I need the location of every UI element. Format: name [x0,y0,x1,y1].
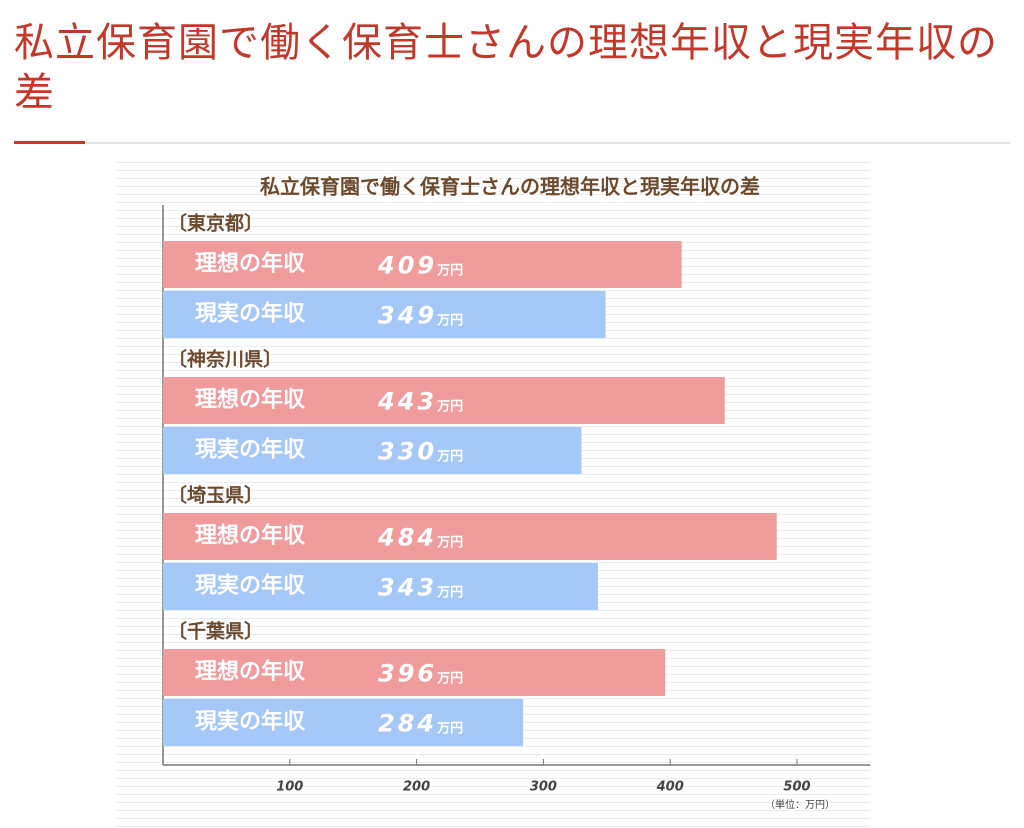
series-name: 理想の年収 [195,659,306,685]
series-name: 理想の年収 [195,387,306,413]
value-label: 349万円 [378,302,463,330]
bar [163,649,666,696]
value-label: 409万円 [377,252,463,280]
value-label: 396万円 [378,660,463,688]
value-label: 343万円 [378,574,463,602]
series-name: 理想の年収 [195,523,306,549]
x-tick-label: 300 [530,780,557,795]
value-label: 443万円 [377,388,463,416]
category-label: 〔東京都〕 [168,212,263,235]
series-name: 現実の年収 [195,437,306,463]
bar [163,241,682,288]
x-tick-label: 100 [276,780,303,795]
divider [14,142,1010,144]
series-name: 現実の年収 [195,573,306,599]
value-label: 484万円 [377,524,463,552]
series-name: 現実の年収 [195,709,306,735]
x-tick-label: 400 [656,780,684,795]
page-title: 私立保育園で働く保育士さんの理想年収と現実年収の差 [14,20,998,116]
category-label: 〔埼玉県〕 [168,484,263,507]
divider-accent [14,141,85,144]
chart-title: 私立保育園で働く保育士さんの理想年収と現実年収の差 [260,175,760,199]
x-tick-label: 500 [783,780,810,795]
bar [163,699,524,746]
bar [163,427,582,474]
unit-label: （単位：万円） [765,798,835,811]
series-name: 理想の年収 [195,251,306,277]
bar [163,513,777,560]
x-tick-label: 200 [403,780,430,795]
value-label: 330万円 [378,438,463,466]
bar [163,563,598,610]
bar [163,377,725,424]
series-name: 現実の年収 [195,301,306,327]
category-label: 〔神奈川県〕 [168,348,282,371]
category-label: 〔千葉県〕 [168,620,263,643]
value-label: 284万円 [378,710,463,738]
bar [163,291,606,338]
